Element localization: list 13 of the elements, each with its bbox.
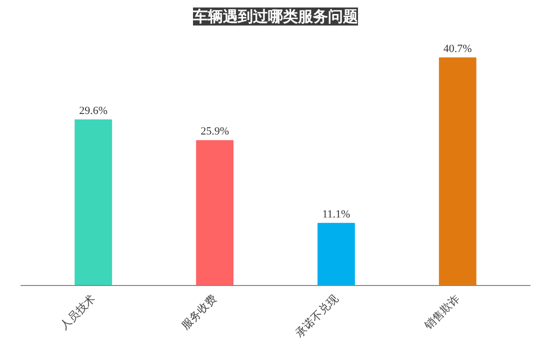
bar <box>74 119 112 286</box>
bar <box>438 57 476 286</box>
x-tick-label: 承诺不兑现 <box>292 292 341 340</box>
x-tick-label: 服务收费 <box>179 292 220 332</box>
data-label: 25.9% <box>200 126 229 138</box>
data-label: 40.7% <box>443 42 472 55</box>
bar <box>196 140 234 286</box>
x-tick-label: 销售欺诈 <box>421 292 462 333</box>
x-tick-label: 人员技术 <box>58 292 98 332</box>
data-label: 11.1% <box>322 208 350 220</box>
data-label: 29.6% <box>79 104 108 117</box>
chart-title: 车辆遇到过哪类服务问题 <box>192 8 358 26</box>
bar <box>318 222 355 286</box>
